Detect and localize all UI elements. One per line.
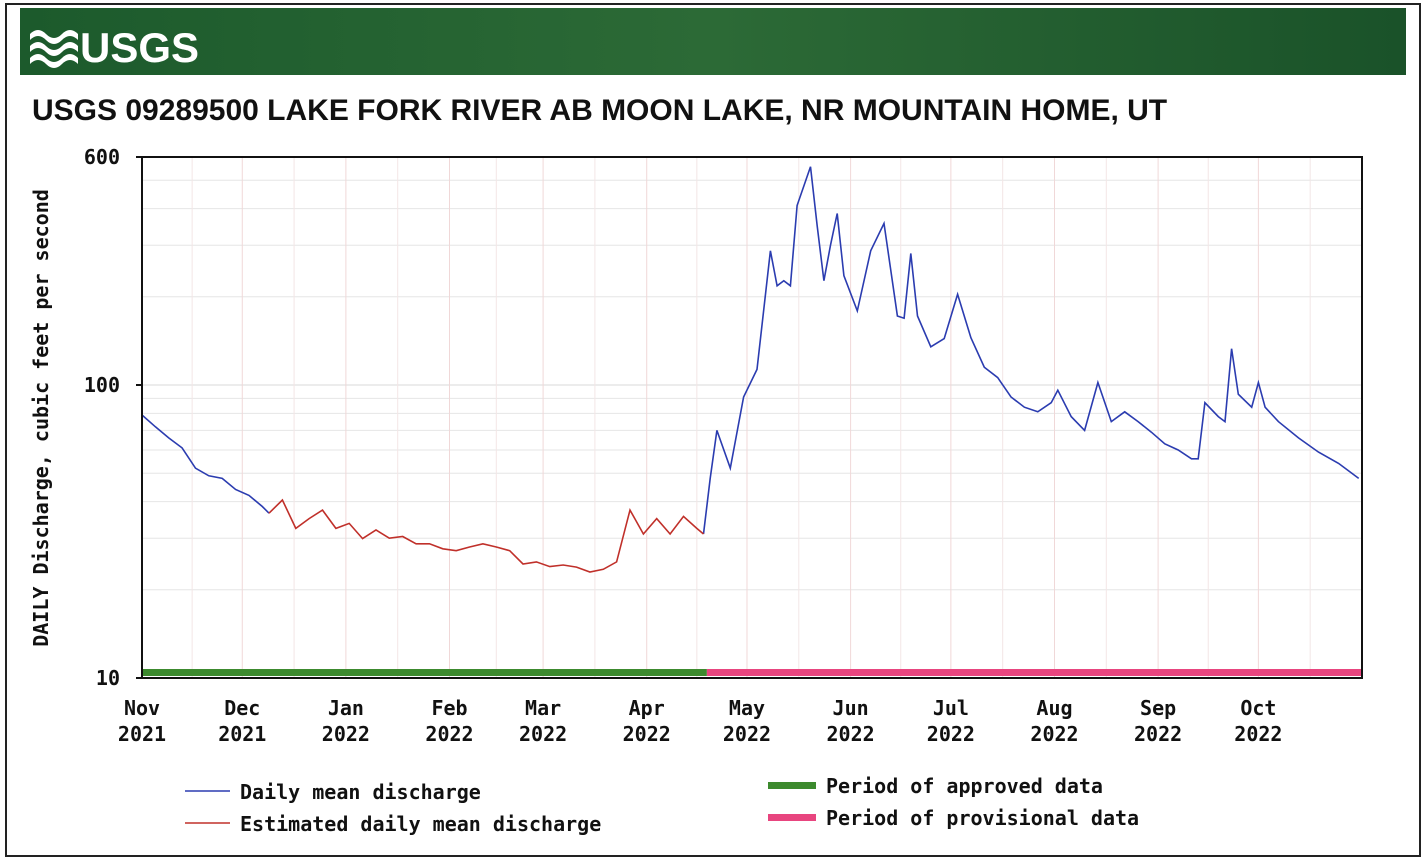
legend-swatch <box>768 814 816 821</box>
legend-label: Daily mean discharge <box>240 780 481 804</box>
legend-label: Period of approved data <box>826 774 1103 798</box>
x-tick-label: Oct 2022 <box>1234 696 1282 746</box>
y-tick-label: 100 <box>84 373 120 397</box>
y-tick-label: 600 <box>84 145 120 169</box>
x-tick-label: Feb 2022 <box>425 696 473 746</box>
x-tick-label: Nov 2021 <box>118 696 166 746</box>
x-tick-label: Sep 2022 <box>1134 696 1182 746</box>
x-tick-label: Jan 2022 <box>322 696 370 746</box>
period-bar <box>706 669 1362 676</box>
x-tick-label: Dec 2021 <box>218 696 266 746</box>
period-bar <box>142 669 707 676</box>
x-tick-label: Apr 2022 <box>623 696 671 746</box>
y-tick-label: 10 <box>96 666 120 690</box>
header-band <box>20 8 1406 75</box>
logo-text: USGS <box>80 24 199 71</box>
x-tick-label: May 2022 <box>723 696 771 746</box>
plot-border <box>141 156 1363 679</box>
legend-swatch <box>768 782 816 789</box>
line-series <box>268 498 705 573</box>
x-tick-label: Mar 2022 <box>519 696 567 746</box>
legend-label: Period of provisional data <box>826 806 1139 830</box>
chart-title: USGS 09289500 LAKE FORK RIVER AB MOON LA… <box>32 94 1167 127</box>
x-tick-label: Jul 2022 <box>927 696 975 746</box>
x-tick-label: Jun 2022 <box>827 696 875 746</box>
line-series <box>141 166 1360 535</box>
y-axis-label: DAILY Discharge, cubic feet per second <box>29 189 53 647</box>
logo-waves <box>30 30 78 68</box>
x-tick-label: Aug 2022 <box>1030 696 1078 746</box>
legend-label: Estimated daily mean discharge <box>240 812 601 836</box>
